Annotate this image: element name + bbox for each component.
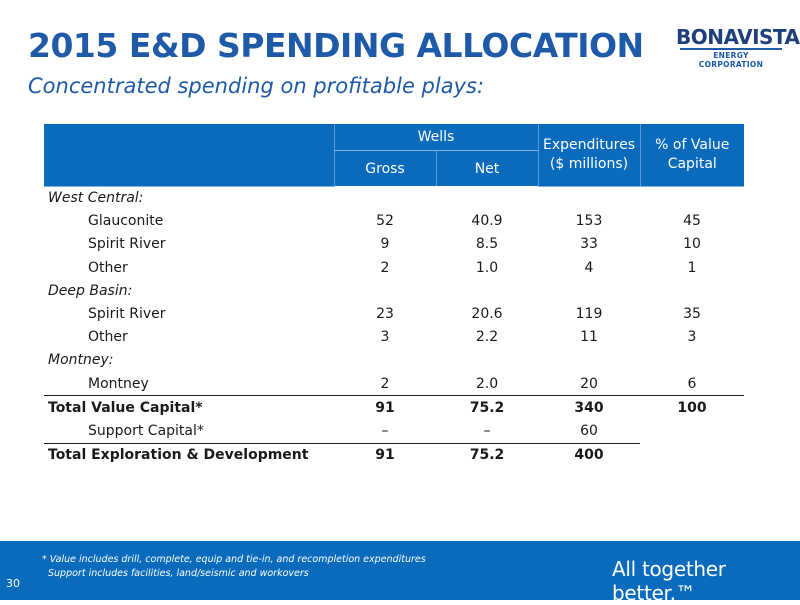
row-label: Total Value Capital* xyxy=(44,395,334,420)
tagline: All together better.™ xyxy=(612,557,726,605)
net-cell: 2.2 xyxy=(475,329,499,346)
row-label: Other xyxy=(88,259,128,276)
gross-cell: – xyxy=(381,422,389,439)
pct-cell: 100 xyxy=(640,395,744,420)
pct-cell xyxy=(640,186,744,210)
page-number: 30 xyxy=(6,577,20,590)
company-logo: BONAVISTA ENERGY CORPORATION xyxy=(676,25,800,69)
table-row: Support Capital* – – 60 xyxy=(44,419,744,443)
row-label: Spirit River xyxy=(88,236,166,253)
pct-cell: 10 xyxy=(683,236,701,253)
page-subtitle: Concentrated spending on profitable play… xyxy=(28,74,485,98)
spending-allocation-table: Wells Expenditures ($ millions) % of Val… xyxy=(44,124,744,467)
header-pct-value-capital: % of Value Capital xyxy=(639,124,744,187)
expenditures-cell: 33 xyxy=(580,236,598,253)
row-label: Montney xyxy=(88,375,149,392)
net-cell: 75.2 xyxy=(436,395,538,420)
header-label-cell xyxy=(44,124,334,187)
group-label: Deep Basin: xyxy=(48,282,133,299)
pct-cell: 6 xyxy=(687,375,697,392)
net-cell xyxy=(436,186,538,210)
net-cell xyxy=(436,349,538,372)
pct-cell xyxy=(640,279,744,302)
gross-cell: 23 xyxy=(376,306,394,323)
header-pct-line2: Capital xyxy=(667,155,717,172)
gross-cell: 2 xyxy=(380,259,390,276)
table-row: Glauconite 52 40.9 153 45 xyxy=(44,210,744,233)
header-net: Net xyxy=(435,150,538,186)
logo-subtitle: ENERGY CORPORATION xyxy=(680,48,782,69)
net-cell: 8.5 xyxy=(475,236,499,253)
header-expenditures: Expenditures ($ millions) xyxy=(537,124,640,187)
table-row: Spirit River 9 8.5 33 10 xyxy=(44,233,744,256)
table-row: Montney 2 2.0 20 6 xyxy=(44,372,744,396)
expenditures-cell xyxy=(538,279,640,302)
footer-bar: * Value includes drill, complete, equip … xyxy=(0,541,800,605)
pct-cell: 45 xyxy=(683,213,701,230)
gross-cell xyxy=(334,279,436,302)
header-wells: Wells xyxy=(333,124,538,151)
net-cell: – xyxy=(483,422,491,439)
row-label: Total Exploration & Development xyxy=(44,442,334,467)
expenditures-cell xyxy=(538,186,640,210)
table-row: Spirit River 23 20.6 119 35 xyxy=(44,302,744,325)
group-label: West Central: xyxy=(48,190,144,207)
gross-cell: 52 xyxy=(376,213,394,230)
net-cell: 75.2 xyxy=(436,442,538,467)
row-label: Support Capital* xyxy=(88,422,204,439)
pct-cell: 3 xyxy=(687,329,697,346)
header-gross: Gross xyxy=(333,150,436,186)
gross-cell: 3 xyxy=(380,329,390,346)
total-exploration-development-row: Total Exploration & Development 91 75.2 … xyxy=(44,442,744,467)
net-cell: 1.0 xyxy=(475,259,499,276)
net-cell: 2.0 xyxy=(475,375,499,392)
page-title: 2015 E&D SPENDING ALLOCATION xyxy=(28,26,644,65)
expenditures-cell: 20 xyxy=(580,375,598,392)
row-label: Other xyxy=(88,329,128,346)
header-pct-line1: % of Value xyxy=(655,136,730,153)
gross-cell: 2 xyxy=(380,375,390,392)
gross-cell: 9 xyxy=(380,236,390,253)
pct-cell xyxy=(640,419,744,443)
gross-cell: 91 xyxy=(334,442,436,467)
table-row: Deep Basin: xyxy=(44,279,744,302)
row-label: Glauconite xyxy=(88,213,164,230)
net-cell xyxy=(436,279,538,302)
table-row: Other 3 2.2 11 3 xyxy=(44,326,744,349)
row-label: Spirit River xyxy=(88,306,166,323)
table-row: West Central: xyxy=(44,186,744,210)
pct-cell: 1 xyxy=(687,259,697,276)
expenditures-cell: 11 xyxy=(580,329,598,346)
pct-cell xyxy=(640,349,744,372)
expenditures-cell: 153 xyxy=(575,213,603,230)
expenditures-cell: 60 xyxy=(580,422,598,439)
table-row: Montney: xyxy=(44,349,744,372)
total-value-capital-row: Total Value Capital* 91 75.2 340 100 xyxy=(44,395,744,420)
net-cell: 40.9 xyxy=(471,213,503,230)
header-row-1: Wells Expenditures ($ millions) % of Val… xyxy=(44,124,744,187)
footnote-value-capital: * Value includes drill, complete, equip … xyxy=(42,554,426,565)
expenditures-cell: 400 xyxy=(538,442,640,467)
expenditures-cell xyxy=(538,349,640,372)
expenditures-cell: 340 xyxy=(538,395,640,420)
header-row-2: Gross Net xyxy=(44,150,744,186)
net-cell: 20.6 xyxy=(471,306,503,323)
expenditures-cell: 119 xyxy=(575,306,603,323)
logo-wordmark: BONAVISTA xyxy=(676,25,800,49)
gross-cell xyxy=(334,349,436,372)
footnote-support-capital: Support includes facilities, land/seismi… xyxy=(48,568,309,579)
header-expenditures-line1: Expenditures xyxy=(543,136,635,153)
group-label: Montney: xyxy=(48,352,114,369)
gross-cell: 91 xyxy=(334,395,436,420)
expenditures-cell: 4 xyxy=(584,259,594,276)
header-expenditures-line2: ($ millions) xyxy=(549,155,629,172)
pct-cell xyxy=(640,443,744,467)
table-row: Other 2 1.0 4 1 xyxy=(44,256,744,279)
gross-cell xyxy=(334,186,436,210)
pct-cell: 35 xyxy=(683,306,701,323)
